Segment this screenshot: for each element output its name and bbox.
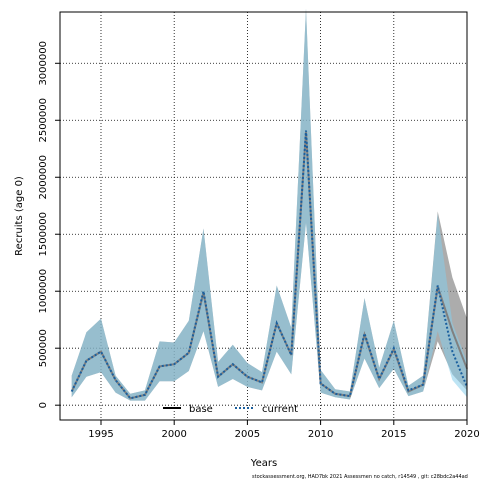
line-current [70,130,468,400]
x-tick-label: 2010 [308,429,333,440]
footer-note: stockassessment.org, HAD7bk 2021 Assessm… [252,474,468,480]
y-tick-label: 3000000 [38,41,49,86]
x-tick-label: 2015 [381,429,406,440]
y-tick-label: 500000 [38,329,49,367]
plot-frame [59,11,468,421]
legend-current-label: current [262,404,298,415]
legend: base current [163,404,298,415]
x-axis-title: Years [250,458,277,469]
y-tick-label: 2500000 [38,98,49,143]
y-tick-label: 2000000 [38,155,49,200]
legend-base-label: base [189,404,213,415]
x-tick-label: 1995 [88,429,113,440]
axes: 1995 2000 2005 2010 2015 2020 0 500000 1000000 15… [38,41,480,440]
x-tick-label: 2020 [454,429,479,440]
series-lines [70,130,468,400]
x-tick-label: 2000 [161,429,186,440]
grid [60,12,468,420]
x-tick-label: 2005 [235,429,260,440]
y-axis-title: Recruits (age 0) [14,176,25,256]
y-tick-label: 1000000 [38,269,49,314]
confidence-bands [71,8,467,401]
band-current [71,8,467,401]
y-tick-label: 1500000 [38,212,49,257]
y-tick-label: 0 [38,402,49,408]
